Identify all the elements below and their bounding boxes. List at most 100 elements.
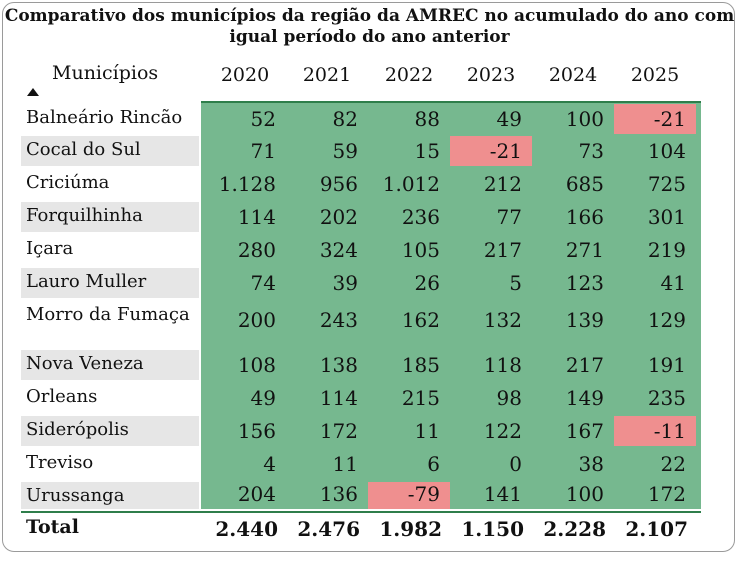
row-label: Forquilhinha bbox=[21, 202, 199, 232]
sort-ascending-icon[interactable] bbox=[27, 88, 39, 96]
cell-value: 74 bbox=[250, 271, 276, 295]
row-label: Cocal do Sul bbox=[21, 136, 199, 166]
table-cell: 132 bbox=[450, 301, 532, 347]
cell-value: 204 bbox=[237, 482, 276, 506]
total-value: 1.982 bbox=[379, 517, 442, 541]
table-cell: 114 bbox=[204, 202, 286, 232]
table-cell: 324 bbox=[286, 235, 368, 265]
table-cell: 71 bbox=[204, 136, 286, 166]
cell-value: 141 bbox=[483, 482, 522, 506]
table-cell: 243 bbox=[286, 301, 368, 347]
column-header-municipios[interactable]: Municípios bbox=[52, 62, 159, 84]
column-header-year[interactable]: 2020 bbox=[220, 64, 270, 86]
table-cell: 162 bbox=[368, 301, 450, 347]
table-cell: -21 bbox=[614, 104, 696, 134]
row-label: Treviso bbox=[26, 452, 94, 473]
cell-value: 200 bbox=[237, 308, 276, 332]
row-label: Siderópolis bbox=[21, 416, 199, 446]
cell-value: 191 bbox=[647, 353, 686, 377]
table-cell: 123 bbox=[532, 268, 614, 298]
cell-value: 243 bbox=[319, 308, 358, 332]
table-cell: 129 bbox=[614, 301, 696, 347]
table-cell: 0 bbox=[450, 449, 532, 479]
cell-value: 685 bbox=[565, 172, 604, 196]
column-header-year[interactable]: 2025 bbox=[630, 64, 680, 86]
table-cell: 166 bbox=[532, 202, 614, 232]
column-header-year[interactable]: 2024 bbox=[548, 64, 598, 86]
cell-value: 77 bbox=[496, 205, 522, 229]
table-cell: 38 bbox=[532, 449, 614, 479]
table-cell: 271 bbox=[532, 235, 614, 265]
total-rule bbox=[21, 511, 701, 513]
total-value: 1.150 bbox=[461, 517, 524, 541]
cell-value: 217 bbox=[565, 353, 604, 377]
cell-value: 71 bbox=[250, 139, 276, 163]
table-cell: 172 bbox=[614, 482, 696, 509]
table-cell: 156 bbox=[204, 416, 286, 446]
table-cell: 82 bbox=[286, 104, 368, 134]
table-cell: 4 bbox=[204, 449, 286, 479]
table-cell: 77 bbox=[450, 202, 532, 232]
table-cell: 11 bbox=[286, 449, 368, 479]
total-label: Total bbox=[26, 516, 79, 538]
table-cell: 217 bbox=[450, 235, 532, 265]
table-cell: 141 bbox=[450, 482, 532, 509]
table-cell: 105 bbox=[368, 235, 450, 265]
table-cell: 149 bbox=[532, 383, 614, 413]
table-cell: 725 bbox=[614, 169, 696, 199]
column-header-year[interactable]: 2022 bbox=[384, 64, 434, 86]
cell-value: 100 bbox=[565, 107, 604, 131]
cell-value: 82 bbox=[332, 107, 358, 131]
cell-value: 725 bbox=[647, 172, 686, 196]
cell-value: 49 bbox=[250, 386, 276, 410]
cell-value: 136 bbox=[319, 482, 358, 506]
cell-value: 202 bbox=[319, 205, 358, 229]
row-label: Orleans bbox=[26, 386, 98, 407]
table-cell: 100 bbox=[532, 482, 614, 509]
row-label: Morro da Fumaça bbox=[26, 304, 190, 325]
cell-value: 1.012 bbox=[382, 172, 440, 196]
table-cell: 1.128 bbox=[204, 169, 286, 199]
table-cell: 685 bbox=[532, 169, 614, 199]
table-cell: 6 bbox=[368, 449, 450, 479]
table-cell: 122 bbox=[450, 416, 532, 446]
cell-value: 11 bbox=[332, 452, 358, 476]
cell-value: 301 bbox=[647, 205, 686, 229]
cell-value: 156 bbox=[237, 419, 276, 443]
table-cell: 5 bbox=[450, 268, 532, 298]
cell-value: 118 bbox=[483, 353, 522, 377]
column-header-year[interactable]: 2023 bbox=[466, 64, 516, 86]
table-cell: 235 bbox=[614, 383, 696, 413]
row-label: Balneário Rincão bbox=[26, 107, 183, 128]
cell-value: 6 bbox=[427, 452, 440, 476]
column-header-year[interactable]: 2021 bbox=[302, 64, 352, 86]
cell-value: 0 bbox=[509, 452, 522, 476]
table-cell: 74 bbox=[204, 268, 286, 298]
table-cell: 73 bbox=[532, 136, 614, 166]
table-cell: 219 bbox=[614, 235, 696, 265]
table-cell: 215 bbox=[368, 383, 450, 413]
table-cell: 167 bbox=[532, 416, 614, 446]
cell-value: 41 bbox=[660, 271, 686, 295]
cell-value: 11 bbox=[414, 419, 440, 443]
table-cell: 22 bbox=[614, 449, 696, 479]
table-cell: 52 bbox=[204, 104, 286, 134]
table-cell: 15 bbox=[368, 136, 450, 166]
cell-value: 139 bbox=[565, 308, 604, 332]
panel-frame bbox=[2, 2, 735, 552]
cell-value: 73 bbox=[578, 139, 604, 163]
table-cell: 26 bbox=[368, 268, 450, 298]
cell-value: 149 bbox=[565, 386, 604, 410]
total-value: 2.107 bbox=[625, 517, 688, 541]
table-cell: 100 bbox=[532, 104, 614, 134]
cell-value: 104 bbox=[647, 139, 686, 163]
table-cell: 98 bbox=[450, 383, 532, 413]
cell-value: 123 bbox=[565, 271, 604, 295]
row-label: Içara bbox=[26, 238, 74, 259]
cell-value: 122 bbox=[483, 419, 522, 443]
table-cell: 200 bbox=[204, 301, 286, 347]
table-cell: 139 bbox=[532, 301, 614, 347]
cell-value: 114 bbox=[237, 205, 276, 229]
cell-value: 235 bbox=[647, 386, 686, 410]
total-value: 2.228 bbox=[543, 517, 606, 541]
